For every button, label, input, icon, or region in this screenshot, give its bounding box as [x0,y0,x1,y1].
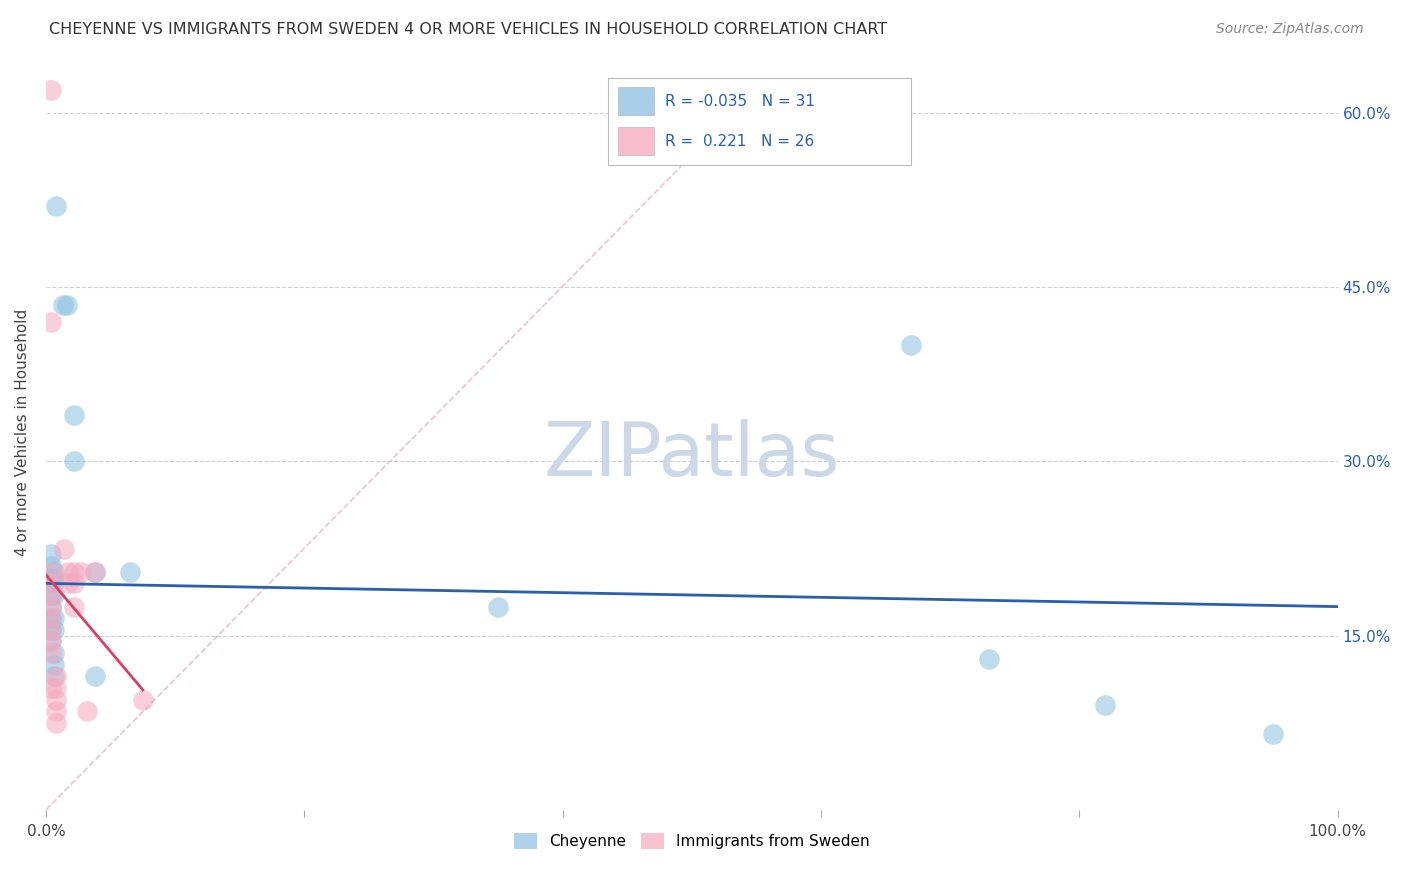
Point [39,681,62,695]
Point [42,588,65,602]
Point [42,623,65,637]
Bar [619,87,654,115]
Point [39,576,62,591]
Point [42,576,65,591]
Point [1261,727,1284,741]
Point [84,565,107,579]
Point [39,623,62,637]
Point [39,611,62,625]
Point [45,704,67,718]
Point [42,657,65,672]
Point [486,599,509,614]
Point [76,704,98,718]
Point [39,315,62,329]
Text: Source: ZipAtlas.com: Source: ZipAtlas.com [1216,22,1364,37]
Point [42,571,65,585]
Point [53,541,76,556]
Point [55,298,77,312]
Point [118,565,141,579]
Y-axis label: 4 or more Vehicles in Household: 4 or more Vehicles in Household [15,309,30,556]
Point [39,83,62,97]
Point [84,565,107,579]
Point [39,634,62,648]
Point [977,652,1000,666]
Text: ZIPatlas: ZIPatlas [544,418,839,491]
Point [63,599,86,614]
Bar [619,128,654,155]
Text: R = -0.035   N = 31: R = -0.035 N = 31 [665,94,814,109]
Point [900,338,922,352]
Point [39,623,62,637]
Point [132,692,155,706]
FancyBboxPatch shape [607,78,911,164]
Legend: Cheyenne, Immigrants from Sweden: Cheyenne, Immigrants from Sweden [508,827,876,855]
Point [63,408,86,422]
Point [56,576,79,591]
Point [45,692,67,706]
Point [42,646,65,660]
Point [39,576,62,591]
Point [42,565,65,579]
Point [1094,698,1116,713]
Point [39,599,62,614]
Point [45,681,67,695]
Point [39,611,62,625]
Point [39,588,62,602]
Point [45,715,67,730]
Point [52,298,75,312]
Point [63,565,86,579]
Text: R =  0.221   N = 26: R = 0.221 N = 26 [665,134,814,149]
Point [39,547,62,561]
Point [39,565,62,579]
Point [42,611,65,625]
Point [39,646,62,660]
Text: CHEYENNE VS IMMIGRANTS FROM SWEDEN 4 OR MORE VEHICLES IN HOUSEHOLD CORRELATION C: CHEYENNE VS IMMIGRANTS FROM SWEDEN 4 OR … [49,22,887,37]
Point [39,571,62,585]
Point [39,559,62,574]
Point [42,669,65,683]
Point [39,599,62,614]
Point [84,669,107,683]
Point [70,565,93,579]
Point [56,565,79,579]
Point [39,588,62,602]
Point [45,199,67,213]
Point [63,454,86,468]
Point [45,669,67,683]
Point [63,576,86,591]
Point [39,634,62,648]
